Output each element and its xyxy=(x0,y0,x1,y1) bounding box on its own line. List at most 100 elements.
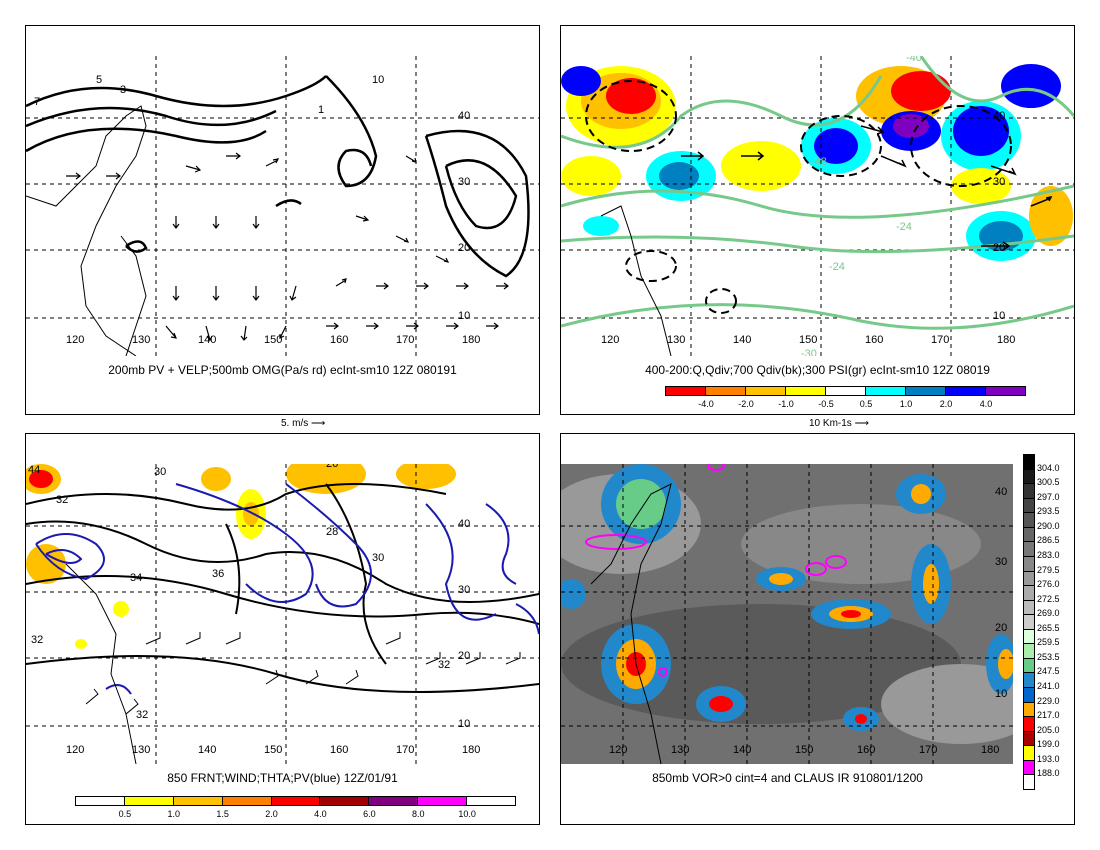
br-lat-40: 40 xyxy=(995,486,1008,498)
colorbar-label: -1.0 xyxy=(778,399,794,409)
colorbar-cell xyxy=(945,386,986,396)
tl-vector-ref-label: 5. m/s xyxy=(281,418,309,429)
bl-lat-10: 10 xyxy=(458,718,471,730)
tl-lon-120: 120 xyxy=(66,334,85,346)
tr-lat-30: 30 xyxy=(993,176,1006,188)
map-bottom-left: 120 130 140 150 160 170 180 40 30 20 10 … xyxy=(26,464,539,764)
tl-lon-130: 130 xyxy=(132,334,151,346)
tl-lat-20: 20 xyxy=(458,242,471,254)
bl-contour-label: 34 xyxy=(130,572,143,584)
tr-contour-label: -24 xyxy=(829,261,845,273)
br-lon-150: 150 xyxy=(795,744,814,756)
colorbar-cell xyxy=(1023,716,1035,732)
tr-lon-160: 160 xyxy=(865,334,884,346)
colorbar-label: 297.0 xyxy=(1037,491,1060,502)
bl-contour-label: 32 xyxy=(56,494,69,506)
bl-lon-150: 150 xyxy=(264,744,283,756)
arrow-right-icon: ⟶ xyxy=(854,418,869,429)
tl-contour-label: 7 xyxy=(34,96,41,108)
colorbar-label: 1.0 xyxy=(167,809,181,819)
colorbar-label: 265.5 xyxy=(1037,622,1060,633)
colorbar-cell xyxy=(172,796,223,806)
tl-svg xyxy=(26,56,539,356)
colorbar-cell xyxy=(1023,657,1035,674)
bl-contour-label: 44 xyxy=(28,464,41,476)
bl-svg xyxy=(26,464,539,764)
tr-vector-ref-label: 10 Km-1s xyxy=(809,418,852,429)
colorbar-cell xyxy=(785,386,826,396)
bl-lon-120: 120 xyxy=(66,744,85,756)
colorbar-label: 199.0 xyxy=(1037,739,1060,750)
colorbar-label: 4.0 xyxy=(979,399,993,409)
colorbar-label: 1.5 xyxy=(216,809,229,819)
bl-contour-label: 26 xyxy=(326,464,339,470)
colorbar-cell xyxy=(1023,570,1035,587)
bl-lon-130: 130 xyxy=(132,744,151,756)
colorbar-label: 304.0 xyxy=(1037,462,1060,473)
colorbar-label: 279.5 xyxy=(1037,564,1060,575)
colorbar-cell xyxy=(1023,599,1035,616)
colorbar-cell xyxy=(1023,512,1035,528)
colorbar-label: -2.0 xyxy=(738,399,754,409)
colorbar-label: 272.5 xyxy=(1037,593,1060,604)
colorbar-label: 300.5 xyxy=(1037,477,1060,488)
colorbar-cell xyxy=(905,386,946,396)
tr-contour-label: -30 xyxy=(801,348,817,356)
panel-top-left: 120 130 140 150 160 170 180 40 30 20 10 … xyxy=(25,25,540,429)
colorbar-cell xyxy=(1023,628,1035,645)
map-top-left: 120 130 140 150 160 170 180 40 30 20 10 … xyxy=(26,56,539,356)
colorbar-label: 2.0 xyxy=(939,399,953,409)
colorbar-cell xyxy=(1023,687,1035,703)
colorbar-label: 193.0 xyxy=(1037,753,1060,764)
bl-lon-180: 180 xyxy=(462,744,481,756)
tl-caption: 200mb PV + VELP;500mb OMG(Pa/s rd) ecInt… xyxy=(108,363,457,377)
colorbar-cell xyxy=(1023,614,1035,630)
colorbar-cell xyxy=(1023,730,1035,747)
bl-lon-170: 170 xyxy=(396,744,415,756)
colorbar-cell xyxy=(865,386,906,396)
colorbar-label: 293.5 xyxy=(1037,506,1060,517)
colorbar-label: 276.0 xyxy=(1037,579,1060,590)
bl-contour-label: 32 xyxy=(136,709,149,721)
colorbar-label: 259.5 xyxy=(1037,637,1060,648)
tl-lon-180: 180 xyxy=(462,334,481,346)
tr-lon-130: 130 xyxy=(667,334,686,346)
colorbar-cell xyxy=(1023,701,1035,718)
colorbar-label: -4.0 xyxy=(698,399,714,409)
colorbar-cell xyxy=(745,386,786,396)
arrow-right-icon: ⟶ xyxy=(311,418,326,429)
bl-contour-label: 32 xyxy=(31,634,44,646)
colorbar-cell xyxy=(221,796,272,806)
colorbar-label: 4.0 xyxy=(314,809,327,819)
colorbar-label: 290.0 xyxy=(1037,520,1060,531)
tr-lat-20: 20 xyxy=(993,242,1006,254)
colorbar-label: 8.0 xyxy=(411,809,425,819)
colorbar-label: 1.0 xyxy=(899,399,913,409)
bl-lat-20: 20 xyxy=(458,650,471,662)
br-lon-130: 130 xyxy=(671,744,690,756)
colorbar-cell xyxy=(825,386,866,396)
tr-contour-label: -48 xyxy=(811,156,827,168)
colorbar-cell xyxy=(1023,497,1035,514)
tl-lon-150: 150 xyxy=(264,334,283,346)
colorbar-label: 247.5 xyxy=(1037,666,1060,677)
colorbar-label: 205.0 xyxy=(1037,724,1060,735)
colorbar-cell xyxy=(1023,643,1035,659)
tr-caption: 400-200:Q,Qdiv;700 Qdiv(bk);300 PSI(gr) … xyxy=(645,363,990,377)
bl-contour-label: 36 xyxy=(212,568,225,580)
tl-contour-label: 10 xyxy=(372,74,385,86)
br-lon-170: 170 xyxy=(919,744,938,756)
colorbar-cell xyxy=(270,796,321,806)
tl-lat-30: 30 xyxy=(458,176,471,188)
colorbar-label: 10.0 xyxy=(458,809,476,819)
tr-lon-180: 180 xyxy=(997,334,1016,346)
colorbar-cell xyxy=(368,796,419,806)
tl-contour-label: 1 xyxy=(318,104,325,116)
colorbar-label: 286.5 xyxy=(1037,535,1060,546)
tr-lon-140: 140 xyxy=(733,334,752,346)
colorbar-cell xyxy=(1023,672,1035,689)
colorbar-cell xyxy=(123,796,174,806)
br-lon-140: 140 xyxy=(733,744,752,756)
colorbar-cell xyxy=(417,796,468,806)
panel-bottom-left: 120 130 140 150 160 170 180 40 30 20 10 … xyxy=(25,433,540,825)
